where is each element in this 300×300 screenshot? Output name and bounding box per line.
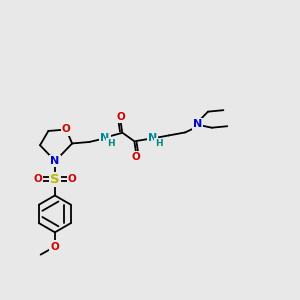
- Text: S: S: [50, 172, 60, 186]
- Text: N: N: [100, 134, 110, 143]
- Text: O: O: [62, 124, 70, 134]
- Text: O: O: [116, 112, 125, 122]
- Text: H: H: [107, 139, 115, 148]
- Text: O: O: [50, 242, 59, 252]
- Text: O: O: [132, 152, 140, 162]
- Text: N: N: [50, 156, 59, 166]
- Text: H: H: [155, 139, 163, 148]
- Text: N: N: [193, 119, 202, 129]
- Text: O: O: [33, 174, 42, 184]
- Text: O: O: [68, 174, 76, 184]
- Text: N: N: [148, 134, 157, 143]
